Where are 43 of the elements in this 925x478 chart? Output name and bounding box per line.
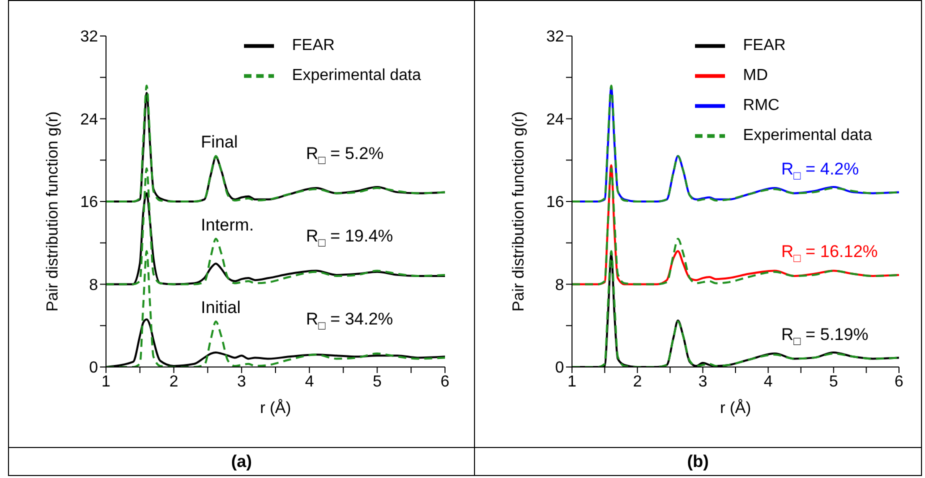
y-tick-label: 32 [546, 28, 564, 46]
x-tick-label: 6 [894, 373, 904, 390]
y-axis-title: Pair distribution function g(r) [510, 111, 528, 312]
y-tick-label: 8 [555, 276, 564, 294]
x-tick-label: 5 [372, 373, 382, 390]
annotation: R$_{□}$ = 4.2% [781, 160, 859, 183]
x-tick-label: 3 [698, 373, 708, 390]
y-axis-title: Pair distribution function g(r) [44, 111, 62, 312]
y-tick-label: 32 [80, 28, 98, 46]
annotation: R$_{□}$ = 5.19% [781, 325, 868, 348]
x-axis-title: r (Å) [260, 399, 292, 417]
x-axis-title: r (Å) [720, 399, 752, 417]
annotation: Interm. [200, 216, 254, 235]
y-tick-label: 0 [555, 360, 564, 377]
text: (a) [230, 451, 253, 473]
annotation: Final [200, 133, 238, 152]
legend-label: FEAR [292, 37, 335, 54]
x-tick-label: 3 [237, 373, 246, 390]
x-tick-label: 2 [169, 373, 178, 390]
x-tick-label: 5 [829, 373, 838, 390]
y-tick-label: 0 [89, 360, 98, 377]
annotation: R$_{□}$ = 16.12% [781, 242, 878, 266]
legend-label: Experimental data [743, 127, 872, 144]
y-tick-label: 24 [546, 111, 564, 128]
legend-label: FEAR [743, 37, 786, 54]
annotation: R$_{□}$ = 34.2% [306, 310, 394, 333]
annotation: Initial [200, 298, 241, 318]
text: (b) [686, 451, 710, 473]
x-tick-label: 4 [764, 373, 773, 390]
y-tick-label: 8 [89, 276, 98, 294]
y-tick-label: 24 [80, 111, 98, 128]
x-tick-label: 2 [632, 373, 642, 390]
legend-label: Experimental data [292, 67, 421, 84]
x-tick-label: 1 [102, 373, 111, 390]
x-tick-label: 6 [440, 373, 450, 390]
legend-label: MD [743, 67, 768, 84]
annotation: R$_{□}$ = 5.2% [306, 144, 384, 168]
annotation: R$_{□}$ = 19.4% [306, 227, 394, 250]
y-tick-label: 16 [546, 194, 564, 212]
x-tick-label: 1 [568, 373, 577, 390]
legend-label: RMC [743, 97, 780, 114]
x-tick-label: 4 [304, 373, 314, 390]
y-tick-label: 16 [80, 194, 98, 212]
